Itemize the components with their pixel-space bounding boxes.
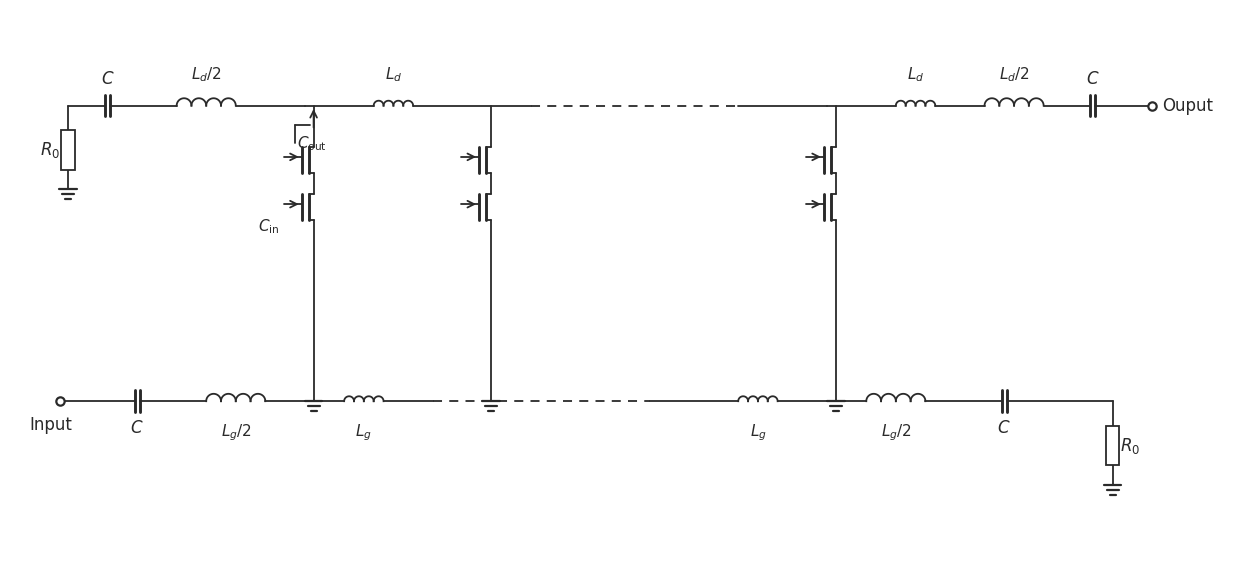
Text: $L_g/2$: $L_g/2$ <box>221 423 250 444</box>
Text: Ouput: Ouput <box>1162 97 1213 115</box>
Text: $C_{\rm in}$: $C_{\rm in}$ <box>258 217 279 236</box>
Text: $L_d/2$: $L_d/2$ <box>191 65 222 84</box>
Text: $C_{\rm out}$: $C_{\rm out}$ <box>296 134 327 153</box>
Bar <box>62 130 76 169</box>
Text: $L_g/2$: $L_g/2$ <box>880 423 911 444</box>
Text: $L_g$: $L_g$ <box>749 423 766 444</box>
Text: $R_0$: $R_0$ <box>1120 436 1141 455</box>
Text: $L_g$: $L_g$ <box>356 423 372 444</box>
Text: $R_0$: $R_0$ <box>41 140 61 160</box>
Text: $L_d/2$: $L_d/2$ <box>999 65 1029 84</box>
Text: $C$: $C$ <box>130 419 144 437</box>
Text: $C$: $C$ <box>1086 70 1100 88</box>
Text: $C$: $C$ <box>997 419 1011 437</box>
Bar <box>1106 426 1120 465</box>
Text: $C$: $C$ <box>100 70 114 88</box>
Text: Input: Input <box>29 416 72 434</box>
Text: $L_d$: $L_d$ <box>384 65 402 84</box>
Text: $L_d$: $L_d$ <box>906 65 924 84</box>
